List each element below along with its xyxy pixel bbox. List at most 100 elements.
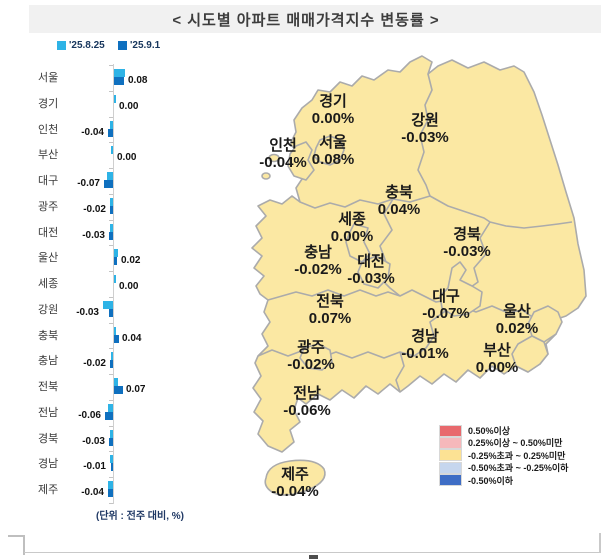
axis-tick: [109, 220, 113, 221]
map-region-incheon-island2: [261, 172, 271, 180]
bar-value-label: -0.07: [77, 178, 100, 189]
bar-value-label: -0.06: [78, 410, 101, 421]
bar-category-label: 광주: [38, 201, 59, 213]
bar-category-label: 서울: [38, 72, 59, 84]
map-region-incheon-island: [268, 153, 280, 163]
bar-category-label: 울산: [38, 252, 59, 264]
bar-curr-week: [114, 257, 117, 265]
bar-curr-week: [110, 360, 113, 368]
axis-tick: [109, 297, 113, 298]
bar-prev-week: [110, 198, 113, 206]
bar-value-label: 0.00: [119, 281, 139, 292]
map-legend-label: -0.25%초과 ~ 0.25%미만: [468, 450, 566, 461]
map-province-borders: [257, 73, 573, 393]
axis-tick: [109, 245, 113, 246]
bar-category-label: 인천: [38, 124, 59, 136]
bar-category-label: 경북: [38, 433, 59, 445]
bar-category-label: 충북: [38, 330, 59, 342]
page-number-fragment: [309, 555, 318, 559]
bar-prev-week: [108, 481, 113, 489]
legend-swatch-prev-week: [57, 41, 66, 50]
map-legend-label: -0.50%이하: [468, 475, 514, 486]
bar-prev-week: [114, 249, 118, 257]
bar-prev-week: [114, 378, 118, 386]
map-region-gwangju: [299, 343, 333, 371]
axis-tick: [109, 451, 113, 452]
bar-curr-week: [104, 180, 113, 188]
bar-category-label: 전남: [38, 407, 59, 419]
bar-value-label: -0.02: [83, 204, 106, 215]
map-legend-row: -0.50%초과 ~ -0.25%이하: [439, 461, 568, 474]
map-region-jeju: [264, 459, 326, 496]
bar-curr-week: [114, 77, 124, 85]
bar-value-label: -0.03: [82, 230, 105, 241]
axis-tick: [109, 348, 113, 349]
bar-curr-week: [114, 386, 123, 394]
bar-prev-week: [110, 121, 113, 129]
axis-tick: [109, 91, 113, 92]
map-mainland: [251, 55, 587, 453]
map-legend-swatch: [439, 436, 462, 449]
figure-title: < 시도별 아파트 매매가격지수 변동률 >: [172, 11, 440, 29]
bar-curr-week: [114, 335, 119, 343]
axis-tick: [109, 65, 113, 66]
page-fragment-corner: [8, 535, 25, 555]
map-legend-swatch: [439, 474, 462, 487]
map-region-seoul: [313, 135, 345, 166]
bar-value-label: -0.04: [81, 127, 104, 138]
bar-category-label: 대전: [38, 227, 59, 239]
map-legend-label: -0.50%초과 ~ -0.25%이하: [468, 463, 569, 474]
bar-category-label: 전북: [38, 381, 59, 393]
bar-curr-week: [109, 232, 113, 240]
bar-value-label: 0.04: [122, 333, 142, 344]
bar-prev-week: [110, 430, 113, 438]
page-fragment-rule: [24, 552, 601, 553]
map-legend-label: 0.25%이상 ~ 0.50%미만: [468, 438, 563, 449]
bar-category-label: 충남: [38, 355, 59, 367]
axis-tick: [109, 477, 113, 478]
map-legend-row: -0.25%초과 ~ 0.25%미만: [439, 449, 565, 462]
bar-value-label: -0.03: [82, 436, 105, 447]
unit-note: (단위 : 전주 대비, %): [96, 511, 184, 522]
bar-category-label: 부산: [38, 149, 59, 161]
bar-value-label: 0.07: [126, 384, 146, 395]
bar-curr-week: [110, 206, 113, 214]
map-legend: 0.50%이상 0.25%이상 ~ 0.50%미만 -0.25%초과 ~ 0.25%…: [439, 424, 599, 494]
bar-category-label: 경기: [38, 98, 59, 110]
legend-label-curr-week: '25.9.1: [130, 40, 161, 51]
axis-tick: [109, 323, 113, 324]
axis-tick: [109, 400, 113, 401]
map-legend-row: 0.25%이상 ~ 0.50%미만: [439, 436, 562, 449]
bar-prev-week: [110, 455, 113, 463]
bar-prev-week: [110, 224, 113, 232]
bar-curr-week: [105, 412, 113, 420]
bar-prev-week: [103, 301, 113, 309]
bar-prev-week: [107, 172, 113, 180]
bar-prev-week: [114, 327, 116, 335]
bar-prev-week: [111, 146, 113, 154]
map-region-busan: [511, 335, 549, 373]
legend-label-prev-week: '25.8.25: [69, 40, 105, 51]
map-region-ulsan: [527, 305, 563, 343]
bar-value-label: 0.02: [121, 255, 141, 266]
map-legend-swatch: [439, 449, 462, 462]
bar-curr-week: [109, 309, 113, 317]
axis-tick: [109, 117, 113, 118]
bar-value-label: -0.02: [83, 358, 106, 369]
bar-chart-axis: [113, 64, 114, 504]
map-legend-row: -0.50%이하: [439, 474, 513, 487]
bar-category-label: 대구: [38, 175, 59, 187]
bar-prev-week: [111, 352, 113, 360]
axis-tick: [109, 271, 113, 272]
bar-category-label: 제주: [38, 484, 59, 496]
axis-tick: [109, 374, 113, 375]
figure-title-bar: < 시도별 아파트 매매가격지수 변동률 >: [29, 5, 601, 33]
bar-category-label: 경남: [38, 458, 59, 470]
bar-prev-week: [108, 404, 113, 412]
bar-curr-week: [108, 129, 113, 137]
map-region-incheon: [287, 141, 315, 181]
map-region-daegu: [439, 261, 483, 317]
axis-tick: [109, 503, 113, 504]
bar-curr-week: [108, 489, 113, 497]
